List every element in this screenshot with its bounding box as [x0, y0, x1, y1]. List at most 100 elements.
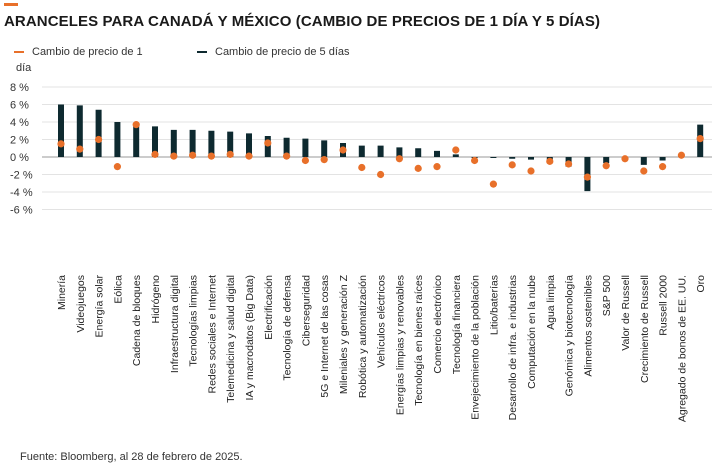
x-tick-label: Russell 2000: [658, 275, 670, 336]
marker-one-day: [489, 180, 497, 188]
bar-five-day: [152, 126, 158, 157]
bar-five-day: [434, 150, 440, 157]
y-tick-label: -6 %: [10, 205, 33, 217]
bar-five-day: [246, 133, 252, 157]
legend-label-one-day: Cambio de precio de 1: [32, 46, 143, 59]
legend-item-one-day: Cambio de precio de 1: [14, 46, 143, 58]
x-tick-label: Computación en la nube: [526, 275, 538, 389]
marker-one-day: [339, 146, 347, 154]
legend-item-five-day: Cambio de precio de 5 días: [197, 46, 350, 58]
y-tick-label: -4 %: [10, 187, 33, 199]
bar-five-day: [358, 145, 365, 157]
y-tick-label: 4 %: [10, 117, 29, 129]
bar-five-day: [58, 104, 64, 157]
marker-one-day: [395, 155, 403, 163]
y-tick-label: 0 %: [10, 152, 29, 164]
x-tick-label: Valor de Russell: [620, 275, 632, 351]
x-tick-label: 5G e Internet de las cosas: [319, 275, 331, 398]
x-tick-label: Litio/baterías: [488, 275, 500, 335]
marker-one-day: [565, 160, 573, 168]
y-tick-label: 2 %: [10, 135, 29, 147]
marker-one-day: [57, 140, 65, 148]
source-note: Fuente: Bloomberg, al 28 de febrero de 2…: [20, 451, 243, 463]
marker-one-day: [283, 152, 291, 160]
x-tick-label: Minería: [56, 275, 68, 310]
x-tick-label: Tecnología de defensa: [282, 275, 294, 381]
bar-five-day: [302, 138, 309, 157]
x-tick-label: Telemedicina y salud digital: [225, 275, 237, 403]
bar-five-day: [189, 129, 196, 157]
x-tick-label: Energías limpias y renovables: [394, 275, 406, 415]
x-tick-label: Infraestructura digital: [169, 275, 181, 373]
legend-swatch-five-day: [197, 51, 207, 54]
y-tick-label: 8 %: [10, 82, 29, 94]
marker-one-day: [245, 152, 253, 160]
x-tick-label: Electrificación: [263, 275, 275, 340]
marker-one-day: [696, 135, 704, 143]
marker-one-day: [452, 146, 460, 154]
bar-five-day: [396, 147, 403, 157]
marker-one-day: [677, 151, 686, 159]
bar-five-day: [95, 109, 102, 157]
marker-one-day: [207, 152, 215, 160]
y-tick-label: 6 %: [10, 100, 29, 112]
marker-one-day: [226, 150, 234, 158]
x-tick-label: IA y macrodatos (Big Data): [244, 275, 256, 400]
marker-one-day: [151, 150, 159, 158]
x-tick-label: Alimentos sostenibles: [582, 275, 594, 377]
marker-one-day: [546, 157, 554, 165]
marker-one-day: [602, 162, 610, 170]
x-tick-label: S&P 500: [601, 275, 613, 316]
bar-five-day: [509, 157, 516, 159]
bar-five-day: [114, 122, 121, 157]
y-tick-label: -2 %: [10, 170, 33, 182]
bar-five-day: [415, 148, 422, 157]
x-tick-label: Crecimiento de Russell: [639, 275, 651, 383]
bar-five-day: [321, 140, 328, 157]
bar-five-day: [452, 154, 459, 157]
marker-one-day: [132, 121, 140, 129]
marker-one-day: [621, 155, 629, 163]
x-tick-label: Tecnología en bienes raíces: [413, 275, 425, 406]
bar-five-day: [133, 123, 140, 157]
x-tick-label: Oro: [695, 275, 707, 293]
bar-five-day: [603, 157, 610, 164]
x-tick-label: Comercio electrónico: [432, 275, 444, 374]
x-tick-label: Genómica y biotecnología: [564, 275, 576, 397]
marker-one-day: [377, 170, 385, 179]
bar-five-day: [170, 129, 177, 157]
bar-five-day: [659, 157, 666, 161]
chart-plot: 8 % 6 % 4 % 2 % 0 % -2 % -4 % -6 % Minería Videoj…: [10, 82, 712, 422]
bar-five-day: [283, 137, 290, 157]
x-tick-label: Mileniales y generación Z: [338, 274, 350, 394]
marker-one-day: [659, 163, 667, 171]
legend-label-five-day: Cambio de precio de 5 días: [215, 46, 350, 59]
x-tick-label: Tecnología financiera: [451, 275, 463, 374]
marker-one-day: [76, 145, 84, 153]
x-tick-label: Envejecimiento de la población: [470, 275, 482, 420]
bar-five-day: [528, 157, 534, 160]
marker-one-day: [640, 167, 648, 175]
marker-one-day: [414, 164, 422, 172]
marker-one-day: [471, 156, 479, 165]
bar-five-day: [76, 105, 83, 157]
marker-one-day: [433, 163, 441, 171]
x-tick-label: Vehículos eléctricos: [376, 275, 388, 368]
x-tick-label: Cadena de bloques: [131, 275, 143, 366]
marker-one-day: [189, 151, 197, 159]
x-tick-label: Agregado de bonos de EE. UU.: [676, 275, 688, 422]
marker-one-day: [95, 135, 103, 144]
marker-one-day: [320, 156, 328, 164]
x-tick-label: Energía solar: [94, 274, 106, 337]
x-tick-label: Videojuegos: [75, 275, 87, 333]
chart-title: ARANCELES PARA CANADÁ Y MÉXICO (CAMBIO D…: [4, 13, 601, 30]
x-tick-label: Agua limpia: [545, 275, 557, 330]
bar-five-day: [640, 157, 647, 165]
x-tick-label: Ciberseguridad: [300, 275, 312, 346]
x-tick-label: Desarrollo de infra. e industrias: [507, 275, 519, 420]
x-tick-label: Eólica: [112, 275, 124, 304]
marker-one-day: [508, 161, 516, 169]
marker-one-day: [264, 139, 272, 147]
legend-swatch-one-day: [14, 51, 24, 54]
marker-one-day: [527, 167, 535, 175]
